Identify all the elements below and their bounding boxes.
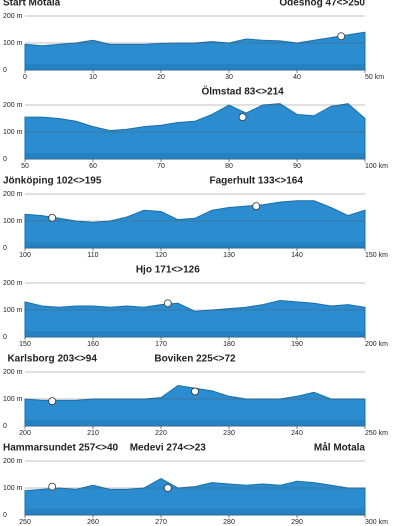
y-tick-label: 200 m (3, 191, 23, 198)
x-tick-label: 70 (157, 163, 165, 170)
place-label: Mål Motala (314, 442, 366, 454)
x-tick-label: 160 (87, 341, 99, 348)
place-marker (163, 484, 172, 492)
y-tick-label: 200 m (3, 458, 23, 465)
x-tick-label: 30 (225, 74, 233, 81)
x-tick-label: 170 (155, 341, 167, 348)
x-tick-label: 140 (291, 252, 303, 259)
baseline-band (25, 509, 365, 515)
y-tick-label: 100 m (3, 129, 23, 136)
y-tick-label: 0 (3, 156, 7, 163)
y-tick-label: 100 m (3, 485, 23, 492)
x-tick-label: 110 (87, 252, 98, 259)
x-tick-label: 180 (223, 341, 235, 348)
x-tick-label: 250 (19, 519, 31, 526)
baseline-band (25, 420, 365, 426)
y-tick-label: 100 m (3, 40, 23, 47)
baseline-band (25, 242, 365, 248)
elevation-area (24, 477, 366, 516)
place-marker (48, 397, 57, 406)
place-label: Boviken 225<>72 (154, 354, 236, 365)
place-marker (191, 387, 199, 396)
place-marker (337, 32, 346, 41)
x-tick-label: 210 (87, 430, 99, 437)
y-tick-label: 100 m (3, 307, 23, 314)
baseline-band (25, 64, 365, 70)
x-tick-label: 150 km (365, 252, 388, 259)
y-tick-label: 200 m (3, 13, 23, 20)
elevation-area (24, 200, 366, 249)
x-tick-label: 120 (155, 252, 167, 259)
place-label: Jönköping 102<>195 (3, 176, 102, 187)
x-tick-label: 300 km (365, 519, 388, 526)
place-label: Medevi 274<>23 (130, 443, 207, 454)
x-tick-label: 290 (291, 519, 303, 526)
place-label: Karlsborg 203<>94 (7, 354, 97, 365)
x-tick-label: 220 (155, 430, 167, 437)
x-tick-label: 130 (223, 252, 235, 259)
x-tick-label: 0 (23, 74, 27, 81)
place-label: Hjo 171<>126 (136, 265, 200, 276)
y-tick-label: 0 (3, 334, 7, 341)
x-tick-label: 40 (293, 74, 301, 81)
baseline-band (25, 153, 365, 159)
x-tick-label: 50 km (365, 74, 384, 81)
place-label: Ölmstad 83<>214 (201, 85, 284, 98)
place-marker (238, 113, 247, 122)
y-tick-label: 100 m (3, 396, 23, 403)
x-tick-label: 150 (19, 341, 31, 348)
y-tick-label: 100 m (3, 218, 23, 225)
x-tick-label: 60 (89, 163, 97, 170)
x-tick-label: 270 (155, 519, 167, 526)
x-tick-label: 280 (223, 519, 235, 526)
x-tick-label: 100 km (365, 163, 388, 170)
x-tick-label: 230 (223, 430, 235, 437)
x-tick-label: 190 (291, 341, 303, 348)
x-tick-label: 260 (87, 519, 99, 526)
y-tick-label: 200 m (3, 102, 23, 109)
place-marker (48, 482, 57, 491)
elevation-area (24, 103, 366, 160)
y-tick-label: 200 m (3, 280, 23, 287)
baseline-band (25, 331, 365, 337)
y-tick-label: 0 (3, 512, 7, 519)
place-label: Hammarsundet 257<>40 (3, 443, 119, 454)
place-marker (163, 299, 172, 308)
y-tick-label: 0 (3, 67, 7, 74)
x-tick-label: 20 (157, 74, 165, 81)
x-tick-label: 80 (225, 163, 233, 170)
x-tick-label: 250 km (365, 430, 388, 437)
x-tick-label: 10 (89, 74, 97, 81)
place-label: Fagerhult 133<>164 (210, 176, 304, 187)
x-tick-label: 100 (19, 252, 31, 259)
y-tick-label: 0 (3, 423, 7, 430)
place-marker (252, 202, 261, 211)
y-tick-label: 0 (3, 245, 7, 252)
y-tick-label: 200 m (3, 369, 23, 376)
place-label: Ödeshög 47<>250 (279, 0, 365, 9)
x-tick-label: 90 (293, 163, 301, 170)
x-tick-label: 200 km (365, 341, 388, 348)
x-tick-label: 240 (291, 430, 303, 437)
elevation-area (24, 300, 366, 338)
place-label: Start Motala (3, 0, 61, 9)
x-tick-label: 50 (21, 163, 29, 170)
x-tick-label: 200 (19, 430, 31, 437)
place-marker (48, 213, 57, 222)
